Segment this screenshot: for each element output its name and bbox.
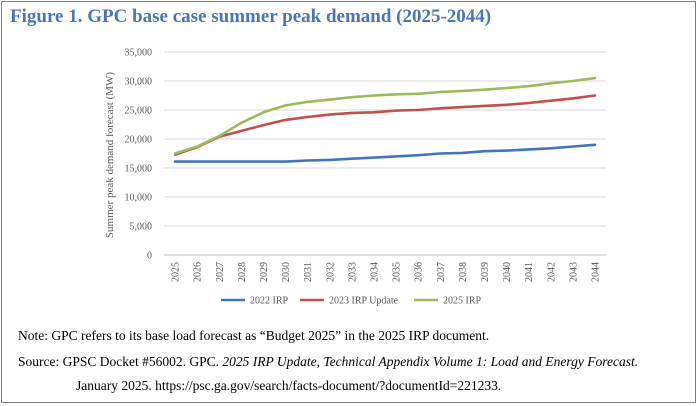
source-line-2: January 2025. https://psc.ga.gov/search/… [76, 378, 502, 393]
x-tick-2029: 2029 [259, 262, 270, 282]
x-tick-2025: 2025 [171, 262, 182, 282]
y-tick-10000: 10,000 [125, 193, 153, 204]
figure-title: Figure 1. GPC base case summer peak dema… [10, 6, 492, 27]
legend-label-2025-irp: 2025 IRP [443, 296, 482, 307]
y-tick-0: 0 [147, 251, 152, 262]
y-tick-labels: 0 5,000 10,000 15,000 20,000 25,000 30,000 35,0… [125, 48, 153, 262]
grid-lines [164, 51, 606, 256]
x-tick-2032: 2032 [325, 262, 336, 282]
y-tick-5000: 5,000 [130, 222, 153, 233]
note-text: Note: GPC refers to its base load foreca… [18, 328, 490, 343]
y-axis-label: Summer peak demand forecast (MW) [104, 72, 116, 238]
legend-label-2022-irp: 2022 IRP [250, 296, 289, 307]
y-tick-30000: 30,000 [125, 77, 153, 88]
x-tick-2041: 2041 [524, 262, 535, 282]
series-line-2022-irp [173, 143, 597, 163]
source-prefix: Source: GPSC Docket #56002. GPC. [18, 354, 220, 369]
x-tick-2035: 2035 [392, 262, 403, 282]
source-title: 2025 IRP Update, Technical Appendix Volu… [222, 354, 639, 369]
x-tick-2043: 2043 [568, 262, 579, 282]
x-tick-2027: 2027 [215, 262, 226, 282]
x-tick-2036: 2036 [414, 262, 425, 282]
legend-label-2023-irp-update: 2023 IRP Update [329, 296, 399, 307]
x-tick-2039: 2039 [480, 262, 491, 282]
y-tick-35000: 35,000 [125, 48, 153, 59]
x-tick-2033: 2033 [347, 262, 358, 282]
x-tick-2044: 2044 [590, 262, 601, 282]
x-tick-2038: 2038 [458, 262, 469, 282]
legend: 2022 IRP 2023 IRP Update 2025 IRP [221, 296, 482, 307]
x-tick-2028: 2028 [237, 262, 248, 282]
x-tick-2031: 2031 [303, 262, 314, 282]
series-lines [173, 76, 597, 163]
y-tick-20000: 20,000 [125, 135, 153, 146]
x-tick-2037: 2037 [436, 262, 447, 282]
line-chart: 0 5,000 10,000 15,000 20,000 25,000 30,000 35,0… [104, 48, 606, 307]
y-tick-25000: 25,000 [125, 106, 153, 117]
x-tick-2030: 2030 [281, 262, 292, 282]
x-tick-2040: 2040 [502, 262, 513, 282]
x-tick-labels: 2025 2026 2027 2028 2029 2030 2031 2032 2033 2034… [171, 262, 602, 282]
x-tick-2042: 2042 [546, 262, 557, 282]
source-text: Source: GPSC Docket #56002. GPC. 2025 IR… [18, 354, 638, 370]
x-tick-2026: 2026 [193, 262, 204, 282]
series-line-2023-irp-update [173, 94, 597, 156]
y-tick-15000: 15,000 [125, 164, 153, 175]
x-tick-2034: 2034 [369, 262, 380, 282]
series-line-2025-irp [173, 76, 597, 155]
